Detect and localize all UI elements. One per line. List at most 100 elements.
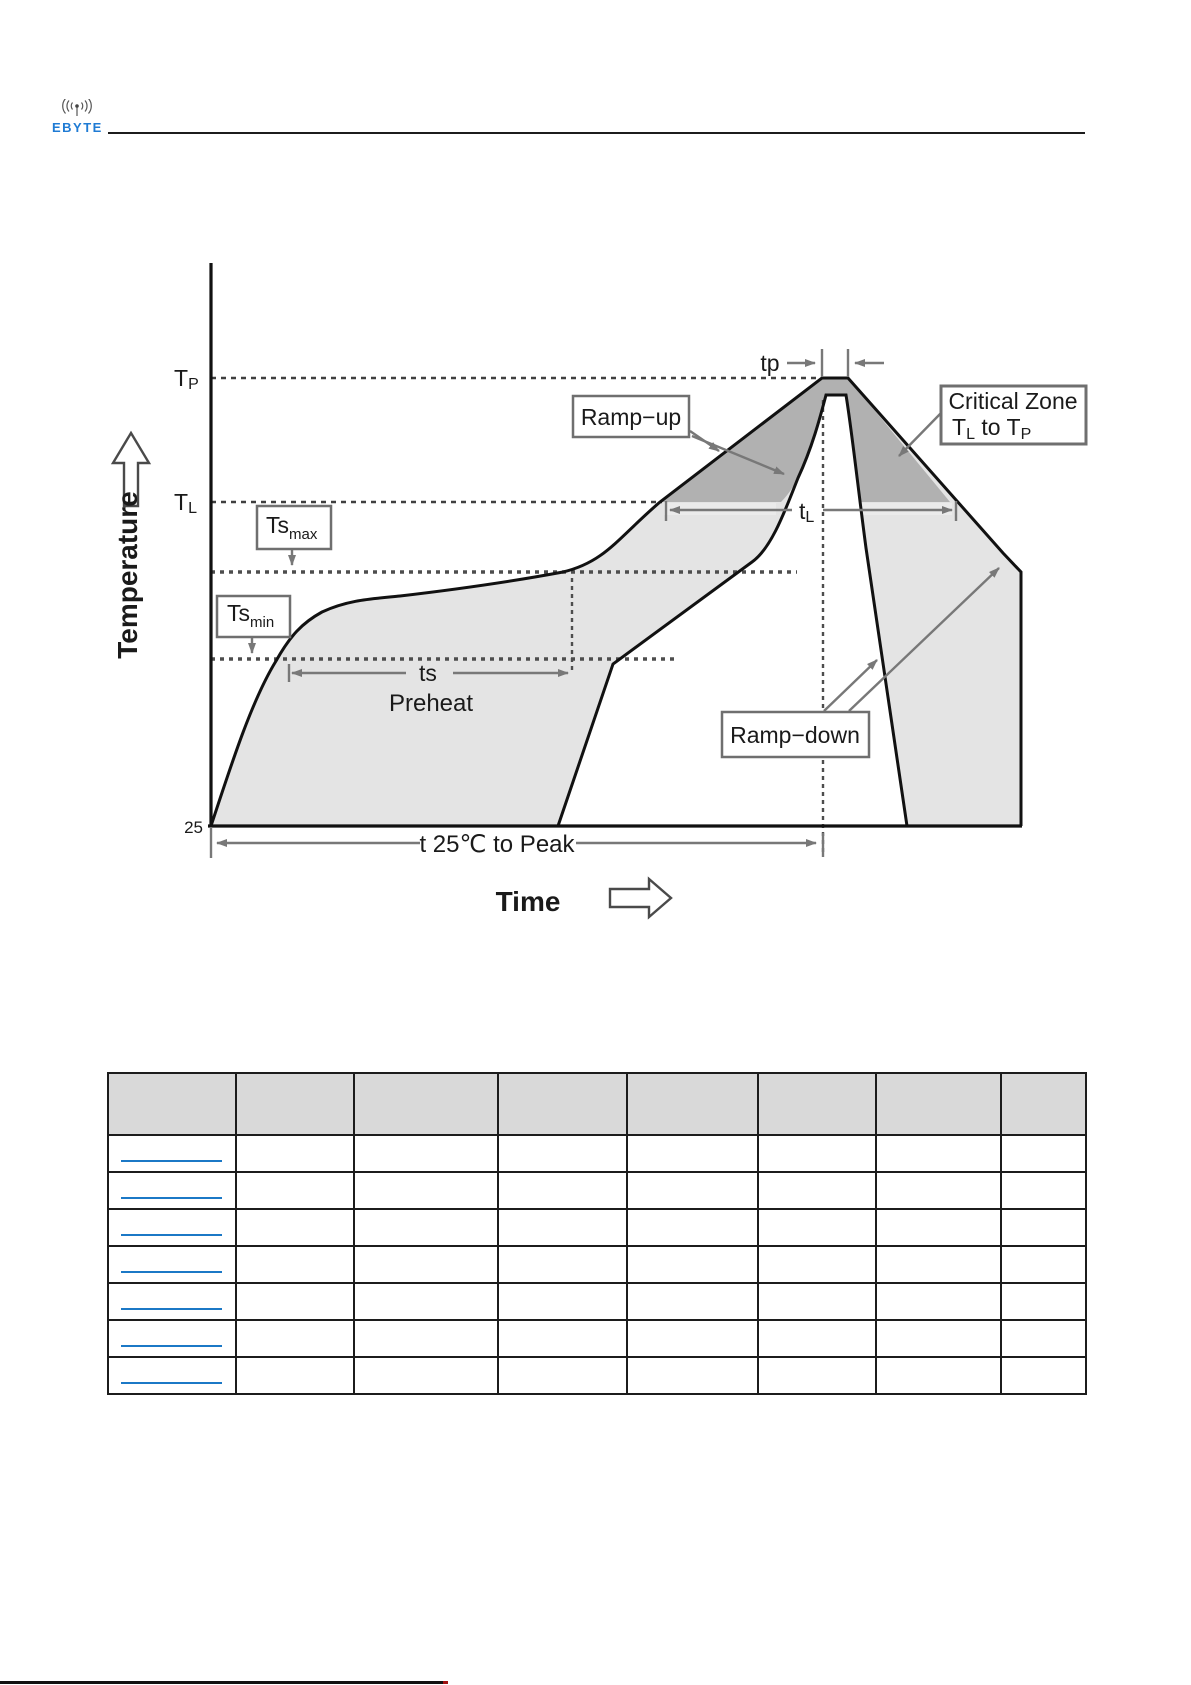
ts-dim-label: ts [419,660,437,686]
table-row [107,1356,1087,1395]
table-row [107,1245,1087,1284]
table-row [107,1319,1087,1358]
critical-zone-label-line2: TL to TP [952,414,1031,443]
critical-zone-label-line1: Critical Zone [948,388,1077,414]
table-cell [235,1356,355,1395]
table-cell [353,1208,499,1247]
ramp-up-box [571,394,691,439]
table-cell [626,1171,759,1210]
table-cell [1000,1245,1087,1284]
table-cell [497,1171,628,1210]
table-cell [757,1134,877,1173]
critical-zone-arrow [898,412,942,457]
model-link[interactable] [121,1308,222,1310]
header-cell [107,1072,237,1136]
table-cell [626,1356,759,1395]
table-cell [497,1282,628,1321]
brand-text: EBYTE [52,120,103,135]
upper-profile-curve [209,376,1023,827]
origin-temp-label: 25 [184,818,203,837]
tp-dim-label: tp [760,350,779,376]
spec-table [107,1072,1087,1395]
model-link[interactable] [121,1382,222,1384]
table-cell [757,1282,877,1321]
time-axis-arrow-icon [608,876,673,920]
model-link-cell [107,1282,237,1321]
table-cell [875,1356,1002,1395]
model-link-cell [107,1245,237,1284]
header-cell [1000,1072,1087,1136]
critical-zone-area [660,378,950,502]
table-cell [875,1282,1002,1321]
table-header-row [107,1072,1087,1136]
table-cell [1000,1134,1087,1173]
ebyte-logo: EBYTE [52,98,103,135]
table-cell [497,1356,628,1395]
model-link[interactable] [121,1197,222,1199]
table-cell [235,1319,355,1358]
table-cell [1000,1282,1087,1321]
model-link-cell [107,1171,237,1210]
tl-level-label: TL [174,489,197,517]
table-row [107,1171,1087,1210]
table-cell [497,1319,628,1358]
table-cell [757,1356,877,1395]
model-link[interactable] [121,1345,222,1347]
x-axis-label: Time [496,886,561,917]
y-axis-label: Temperature [112,491,143,659]
table-cell [875,1208,1002,1247]
model-link[interactable] [121,1271,222,1273]
table-cell [626,1134,759,1173]
antenna-waves-icon [62,98,92,116]
model-link[interactable] [121,1234,222,1236]
tp-level-label: TP [174,365,199,393]
ramp-down-arrow-2 [848,567,1000,712]
ramp-up-label: Ramp−up [581,404,681,430]
table-cell [626,1282,759,1321]
table-cell [626,1208,759,1247]
header-cell [626,1072,759,1136]
t25-to-peak-label: t 25℃ to Peak [419,831,575,858]
table-cell [1000,1319,1087,1358]
table-cell [757,1171,877,1210]
table-cell [875,1245,1002,1284]
table-row [107,1282,1087,1321]
table-cell [235,1134,355,1173]
bottom-edge-fleck [443,1681,448,1684]
table-cell [497,1134,628,1173]
header-cell [353,1072,499,1136]
table-cell [353,1134,499,1173]
table-cell [757,1245,877,1284]
tsmax-label: Tsmax [266,512,318,543]
model-link[interactable] [121,1160,222,1162]
table-cell [626,1245,759,1284]
table-cell [1000,1208,1087,1247]
model-link-cell [107,1356,237,1395]
table-row [107,1134,1087,1173]
ramp-up-arrow-2 [691,434,785,476]
header-rule [108,132,1085,134]
table-cell [1000,1171,1087,1210]
table-cell [353,1282,499,1321]
ramp-down-label: Ramp−down [730,722,860,748]
table-cell [875,1171,1002,1210]
model-link-cell [107,1319,237,1358]
temperature-axis-arrow-icon [110,430,152,508]
table-cell [757,1208,877,1247]
table-cell [235,1171,355,1210]
ramp-down-box [720,710,871,759]
tl-dim-label: tL [799,498,814,526]
table-cell [353,1319,499,1358]
table-cell [353,1245,499,1284]
header-cell [875,1072,1002,1136]
header-cell [235,1072,355,1136]
bottom-page-edge-bar [0,1681,443,1684]
header-cell [757,1072,877,1136]
lower-profile-curve [556,393,909,827]
model-link-cell [107,1134,237,1173]
table-cell [353,1356,499,1395]
tsmax-box [255,504,333,551]
table-cell [875,1134,1002,1173]
ramp-down-arrow-1 [823,659,878,712]
model-link-cell [107,1208,237,1247]
